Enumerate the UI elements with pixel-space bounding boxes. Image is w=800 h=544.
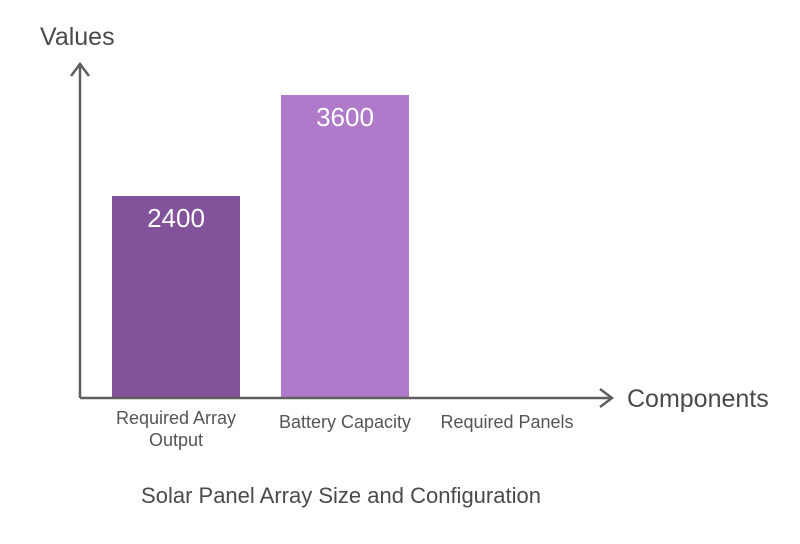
category-label-1: Battery Capacity [279, 412, 411, 432]
x-axis-title: Components [627, 385, 769, 413]
y-axis-title: Values [40, 23, 115, 51]
bar-1 [281, 95, 409, 398]
category-label-0: Required Array Output [116, 408, 236, 450]
x-axis-arrow-icon [599, 388, 615, 408]
bar-0 [112, 196, 240, 398]
chart-title: Solar Panel Array Size and Configuration [141, 483, 541, 508]
bar-value-label-1: 3600 [316, 102, 374, 132]
category-labels: Required Array Output Battery Capacity Requ… [116, 408, 574, 450]
category-label-2: Required Panels [440, 412, 573, 432]
bar-value-label-0: 2400 [147, 203, 205, 233]
bars-layer: 2400 3600 [112, 95, 409, 398]
y-axis-arrow-icon [70, 61, 90, 77]
